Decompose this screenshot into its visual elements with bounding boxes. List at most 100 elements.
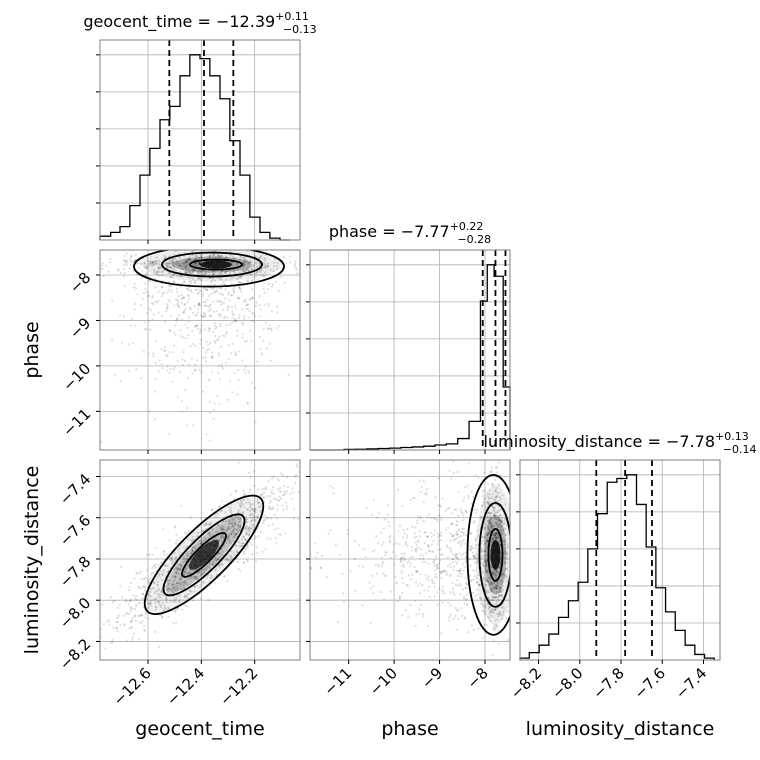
sample-point (398, 594, 401, 598)
sample-point (496, 533, 499, 536)
sample-point (219, 555, 223, 559)
sample-point (470, 545, 473, 548)
sample-point (442, 569, 445, 573)
sample-point (497, 509, 500, 512)
sample-point (494, 595, 497, 599)
sample-point (302, 465, 304, 467)
sample-point (199, 542, 203, 545)
sample-point (293, 475, 297, 478)
sample-point (470, 545, 473, 549)
sample-point (486, 518, 490, 522)
sample-point (243, 317, 246, 321)
sample-point (190, 357, 193, 360)
sample-point (162, 528, 165, 531)
sample-point (489, 523, 493, 526)
sample-point (180, 580, 184, 584)
sample-point (184, 570, 187, 573)
sample-point (237, 540, 240, 543)
sample-point (505, 553, 509, 556)
sample-point (269, 537, 272, 541)
sample-point (261, 550, 264, 553)
sample-point (490, 512, 493, 515)
sample-point (184, 389, 187, 392)
sample-point (189, 576, 192, 579)
sample-point (489, 599, 492, 602)
sample-point (439, 570, 442, 573)
sample-point (491, 572, 494, 575)
sample-point (193, 466, 195, 468)
sample-point (171, 583, 174, 586)
sample-point (217, 557, 220, 561)
sample-point (265, 486, 268, 489)
sample-point (231, 518, 234, 521)
sample-point (178, 600, 181, 604)
sample-point (190, 259, 193, 262)
sample-point (324, 452, 326, 454)
sample-point (186, 554, 189, 557)
sample-point (370, 513, 373, 517)
sample-point (186, 565, 189, 568)
sample-point (301, 548, 303, 550)
sample-point (263, 291, 266, 294)
sample-point (226, 309, 229, 312)
sample-point (494, 603, 497, 606)
sample-point (487, 606, 490, 609)
sample-point (483, 600, 487, 603)
sample-point (396, 582, 399, 585)
sample-point (276, 477, 279, 481)
sample-point (295, 272, 299, 275)
sample-point (406, 561, 409, 564)
sample-point (245, 518, 248, 521)
sample-point (195, 324, 198, 327)
sample-point (250, 527, 253, 530)
sample-point (489, 516, 492, 520)
sample-point (204, 270, 208, 274)
sample-point (202, 300, 205, 303)
sample-point (186, 571, 189, 575)
sample-point (494, 608, 497, 611)
sample-point (250, 509, 253, 512)
sample-point (242, 323, 245, 326)
sample-point (266, 288, 269, 291)
sample-point (485, 580, 488, 583)
sample-point (262, 257, 265, 260)
sample-point (451, 558, 454, 561)
sample-point (258, 304, 261, 307)
sample-point (409, 603, 412, 607)
sample-point (143, 577, 146, 580)
sample-point (165, 600, 168, 604)
sample-point (232, 523, 235, 527)
sample-point (136, 572, 139, 575)
sample-point (230, 294, 233, 297)
sample-point (207, 343, 210, 346)
sample-point (493, 586, 496, 589)
sample-point (201, 390, 204, 393)
sample-point (189, 307, 192, 311)
sample-point (210, 508, 213, 511)
sample-point (243, 493, 246, 496)
sample-point (164, 255, 167, 258)
sample-point (264, 265, 267, 268)
sample-point (162, 269, 166, 272)
sample-point (501, 606, 504, 609)
sample-point (175, 567, 178, 571)
sample-point (148, 262, 151, 266)
sample-point (438, 562, 441, 565)
sample-point (183, 604, 186, 607)
sample-point (231, 521, 234, 524)
sample-point (242, 536, 245, 539)
sample-point (497, 584, 500, 587)
sample-point (486, 539, 489, 542)
sample-point (441, 589, 444, 592)
sample-point (456, 532, 459, 536)
sample-point (180, 588, 183, 591)
sample-point (166, 262, 169, 265)
sample-point (172, 367, 175, 371)
sample-point (486, 526, 490, 529)
sample-point (181, 363, 185, 367)
sample-point (397, 530, 400, 533)
sample-point (489, 523, 492, 527)
sample-point (100, 441, 103, 444)
sample-point (158, 603, 161, 606)
sample-point (250, 507, 253, 510)
